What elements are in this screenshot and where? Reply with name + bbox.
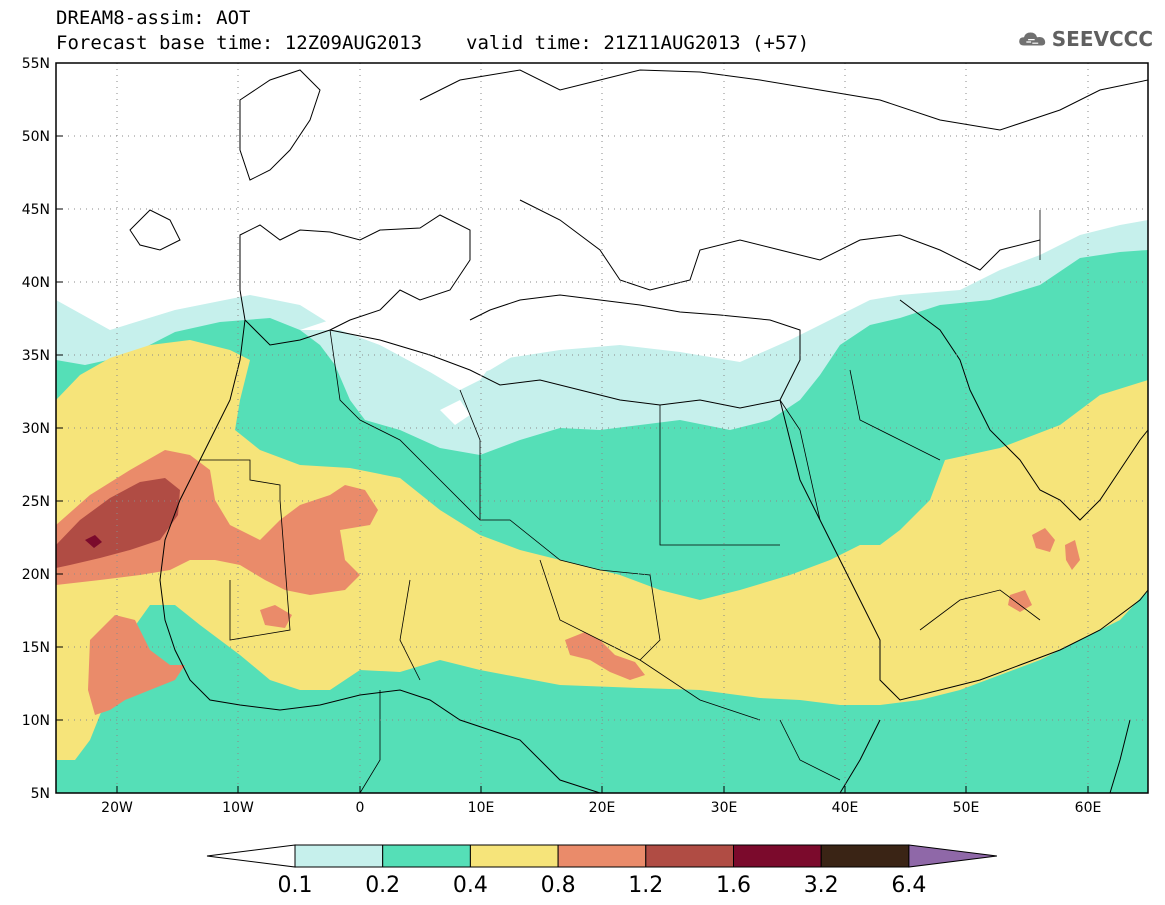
- aot-blob-chad: [565, 632, 645, 680]
- lon-label: 40E: [832, 800, 859, 816]
- aot-band-1.6: [85, 535, 102, 548]
- lon-label: 50E: [953, 800, 980, 816]
- colorbar-segment: [469, 844, 559, 868]
- forecast-base-time: Forecast base time: 12Z09AUG2013: [56, 32, 423, 54]
- aot-blob-arabia-2: [1008, 590, 1032, 612]
- lat-label: 5N: [31, 786, 50, 802]
- colorbar-min-arrow: [206, 844, 296, 868]
- lat-label: 25N: [22, 494, 50, 510]
- aot-clear-patch-libya: [440, 400, 470, 425]
- colorbar-segment: [557, 844, 647, 868]
- lat-label: 15N: [22, 640, 50, 656]
- lon-label: 60E: [1075, 800, 1102, 816]
- aot-blob-sahel: [260, 605, 292, 628]
- colorbar-level-label: 1.2: [628, 873, 663, 898]
- aot-field: [56, 69, 1148, 793]
- longitude-labels: 20W 10W 0 10E 20E 30E 40E 50E 60E: [101, 800, 1101, 816]
- lat-label: 35N: [22, 348, 50, 364]
- lat-label: 55N: [22, 56, 50, 72]
- aot-blob-arabia-3: [1065, 540, 1080, 570]
- lat-label: 10N: [22, 713, 50, 729]
- colorbar-level-label: 0.4: [453, 873, 488, 898]
- colorbar-level-label: 0.8: [541, 873, 576, 898]
- lon-label: 30E: [711, 800, 738, 816]
- aot-blob-arabia-1: [1032, 528, 1055, 552]
- time-info: Forecast base time: 12Z09AUG2013 valid ti…: [56, 32, 809, 54]
- colorbar-segment: [645, 844, 734, 868]
- colorbar-segment: [733, 844, 822, 868]
- lat-label: 20N: [22, 567, 50, 583]
- aot-clear-mediterranean: [300, 280, 800, 380]
- axis-ticks: [56, 62, 1089, 794]
- lon-label: 10E: [468, 800, 495, 816]
- colorbar-level-label: 0.1: [278, 873, 313, 898]
- aot-band-1.2: [56, 478, 180, 568]
- lat-label: 45N: [22, 202, 50, 218]
- lat-label: 30N: [22, 421, 50, 437]
- coastlines: [129, 69, 1148, 793]
- colorbar-max-arrow: [908, 844, 997, 868]
- colorbar-level-label: 3.2: [804, 873, 839, 898]
- latitude-labels: 55N 50N 45N 40N 35N 30N 25N 20N 15N 10N …: [22, 56, 50, 802]
- colorbar-segment: [382, 844, 471, 868]
- logo-text: SEEVCCC: [1051, 27, 1153, 51]
- colorbar-level-label: 0.2: [365, 873, 400, 898]
- country-borders: [200, 210, 1041, 793]
- aot-blob-west: [88, 615, 185, 715]
- valid-time: valid time: 21Z11AUG2013 (+57): [466, 32, 810, 54]
- aot-band-0.4: [56, 340, 1148, 760]
- map-title: DREAM8-assim: AOT: [56, 7, 251, 29]
- colorbar: 0.1 0.2 0.4 0.8 1.2 1.6 3.2 6.4: [206, 844, 997, 898]
- lon-label: 0: [356, 800, 365, 816]
- colorbar-segment: [820, 844, 910, 868]
- colorbar-level-label: 6.4: [891, 873, 926, 898]
- lat-label: 50N: [22, 129, 50, 145]
- lon-label: 20E: [589, 800, 616, 816]
- lon-label: 10W: [222, 800, 254, 816]
- seevccc-logo: SEEVCCC: [1018, 22, 1153, 56]
- lat-lon-grid: [56, 63, 1148, 793]
- colorbar-segment: [294, 844, 384, 868]
- lon-label: 20W: [101, 800, 133, 816]
- lat-label: 40N: [22, 275, 50, 291]
- cloud-icon: [1019, 32, 1046, 46]
- colorbar-level-label: 1.6: [716, 873, 751, 898]
